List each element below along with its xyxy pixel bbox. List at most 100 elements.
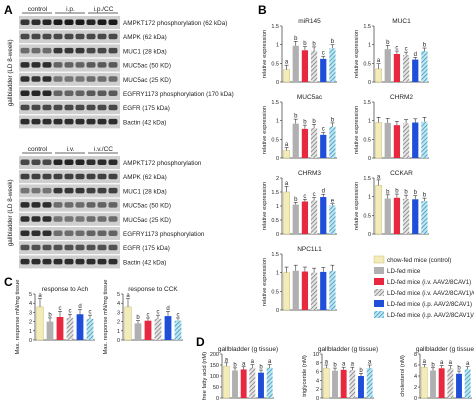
- blot-band: [31, 244, 41, 251]
- blot-band: [53, 62, 63, 68]
- blot-row-label: AMPKT172 phosphorylation (62 kDa): [123, 20, 227, 27]
- significance-letter: a: [126, 293, 130, 299]
- blot-band: [42, 187, 52, 194]
- bar: [340, 369, 347, 398]
- y-tick-label: 150: [210, 363, 219, 369]
- blot-band: [53, 230, 63, 236]
- blot-band: [86, 216, 96, 222]
- significance-letter: b: [395, 189, 399, 195]
- blot-band: [20, 258, 30, 265]
- bar: [36, 306, 44, 341]
- bar: [332, 370, 338, 398]
- bar: [164, 316, 172, 340]
- y-tick-label: 0.5: [363, 61, 371, 67]
- chart-title: response to CCK: [128, 286, 178, 293]
- blot-band: [75, 216, 85, 222]
- significance-letter: a: [466, 361, 470, 367]
- blot-band: [108, 244, 118, 251]
- blot-band: [42, 173, 52, 180]
- y-tick-label: 4: [29, 301, 32, 307]
- chart-title: response to Ach: [42, 286, 89, 293]
- blot-row-label: Bactin (42 kDa): [123, 119, 166, 126]
- bar: [464, 369, 471, 398]
- significance-letter: b: [48, 312, 52, 318]
- bar: [323, 367, 330, 399]
- bar: [76, 314, 84, 340]
- significance-letter: b: [294, 36, 298, 42]
- blot-side-label: gallbladder (LD 8-week): [7, 39, 14, 106]
- significance-letter: d: [78, 304, 81, 310]
- blot-band: [31, 90, 41, 96]
- significance-letter: b: [404, 190, 408, 196]
- significance-letter: b: [136, 315, 140, 321]
- y-tick-label: 0: [368, 80, 371, 86]
- significance-letter: b: [303, 120, 307, 126]
- bar: [292, 270, 299, 310]
- blot-band: [108, 76, 118, 82]
- significance-letter: a: [377, 174, 381, 180]
- chart-title: MUC5ac: [297, 94, 323, 101]
- y-tick-label: 6: [316, 370, 319, 376]
- blot-row-label: MUC1 (28 kDa): [123, 188, 167, 195]
- blot-band: [64, 33, 74, 40]
- chart-title: gallbladder (g tissue): [318, 346, 378, 353]
- significance-letter: b: [423, 43, 427, 49]
- bar: [412, 122, 419, 158]
- legend-swatch: [374, 289, 384, 296]
- blot-band: [64, 118, 74, 125]
- chart-title: NPC1L1: [297, 246, 322, 253]
- significance-letter: d: [166, 306, 169, 312]
- blot-band: [108, 90, 118, 96]
- western-blot-2: control i.v. i.v./CC AMPKT172 phosphorylati…: [7, 146, 205, 269]
- blot-band: [31, 33, 41, 40]
- blot-band: [97, 118, 107, 125]
- y-tick-label: 0: [368, 232, 371, 238]
- blot-side-label: gallbladder (LD 8-week): [7, 179, 14, 246]
- bar: [430, 370, 436, 398]
- significance-letter: e: [331, 198, 335, 204]
- significance-letter: d: [322, 189, 325, 195]
- legend-label: LD-fed mice (i.v. AAV2/8CAV1): [387, 279, 471, 286]
- bar: [402, 198, 410, 234]
- y-tick-label: 1.5: [271, 100, 279, 106]
- significance-letter: c: [69, 309, 72, 315]
- significance-letter: a: [423, 359, 427, 365]
- y-tick-label: 0: [276, 80, 279, 86]
- blot-band: [97, 47, 107, 54]
- blot-row-label: EGFRY1173 phosphorylation (170 kDa): [123, 91, 234, 98]
- blot-band: [75, 19, 85, 25]
- y-tick-label: 0.5: [271, 61, 279, 67]
- significance-letter: a: [285, 142, 289, 148]
- legend-label: chow-fed mice (control): [387, 257, 451, 264]
- significance-letter: c: [405, 47, 408, 53]
- significance-letter: c: [322, 51, 325, 57]
- y-tick-label: 0: [414, 396, 417, 402]
- blot-row-label: AMPK (62 kDa): [123, 174, 167, 181]
- blot-band: [53, 173, 63, 180]
- blot-band: [31, 104, 41, 111]
- significance-letter: a: [377, 58, 381, 64]
- bar: [301, 50, 309, 82]
- blot-band: [97, 230, 107, 236]
- blot-row-label: EGFR (175 kDa): [123, 245, 170, 252]
- blot-band: [20, 216, 30, 222]
- panel-letter-a: A: [4, 3, 13, 17]
- bar: [240, 369, 247, 398]
- legend-swatch: [374, 278, 384, 285]
- significance-letter: c: [395, 46, 398, 52]
- bar: [412, 59, 419, 82]
- y-tick-label: 4: [117, 301, 120, 307]
- blot-band: [42, 230, 52, 236]
- blot-band: [42, 76, 52, 82]
- blot-band: [97, 187, 107, 194]
- blot-band: [86, 159, 96, 165]
- blot-band: [86, 118, 96, 125]
- blot-group-label: control: [28, 6, 48, 13]
- bar: [421, 121, 428, 158]
- blot-band: [75, 173, 85, 180]
- bar: [320, 197, 327, 234]
- bar: [384, 122, 391, 158]
- y-tick-label: 50: [213, 385, 219, 391]
- blot-band: [20, 118, 30, 125]
